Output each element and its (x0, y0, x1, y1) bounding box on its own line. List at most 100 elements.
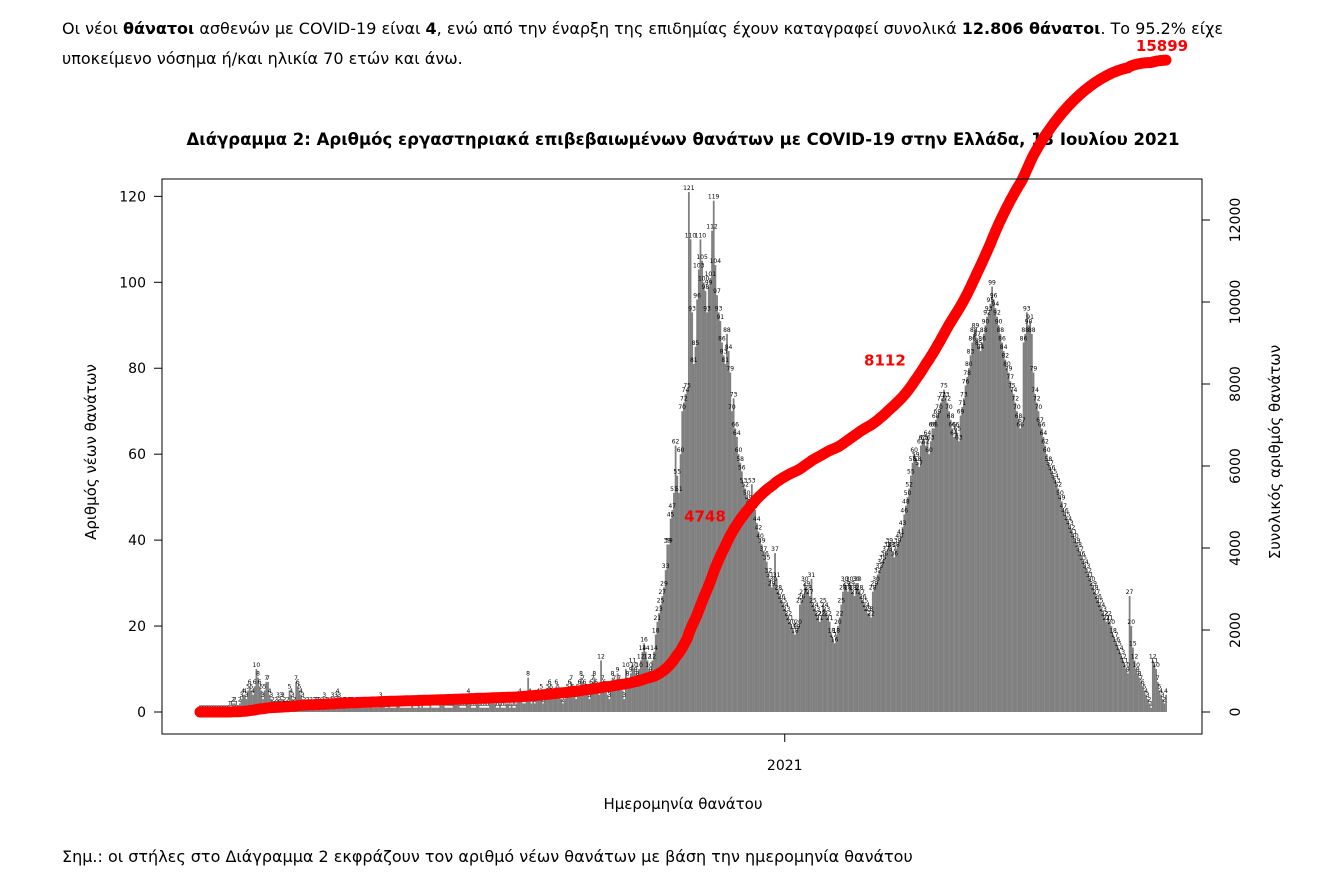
bar (538, 699, 541, 712)
bar (557, 690, 559, 712)
bar-value-label: 27 (799, 589, 807, 596)
bar (469, 703, 472, 712)
bar (747, 501, 750, 712)
bar (828, 621, 831, 712)
bar (719, 320, 722, 712)
bar-value-label: 3 (622, 692, 626, 699)
bar (495, 707, 498, 712)
bar (243, 694, 246, 712)
bar (378, 703, 380, 712)
bar (656, 621, 659, 712)
bar (706, 312, 708, 712)
bar-value-label: 32 (1084, 568, 1092, 575)
bar-value-label: 63 (955, 434, 963, 441)
bar (427, 707, 430, 712)
bar (958, 441, 960, 712)
bar (649, 673, 652, 712)
bar (475, 703, 478, 712)
bar-value-label: 110 (685, 232, 697, 239)
bar-value-label: 3 (322, 692, 326, 699)
bar (1103, 617, 1106, 712)
bar (477, 703, 480, 712)
bar-value-label: 29 (803, 580, 811, 587)
bar-value-label: 35 (763, 555, 771, 562)
bar (550, 690, 553, 712)
bar-value-label: 5 (288, 684, 292, 691)
bar-value-label: 72 (1033, 396, 1041, 403)
bar (765, 561, 768, 712)
bar-value-label: 2 (238, 696, 242, 703)
bar (603, 686, 606, 712)
bar (790, 626, 793, 712)
intro-text-1: Οι νέοι (62, 19, 123, 38)
bar (585, 690, 588, 712)
bar (1088, 578, 1091, 712)
bar (1113, 638, 1116, 712)
bar-value-label: 3 (1161, 692, 1165, 699)
bar (553, 694, 556, 712)
bar (981, 342, 984, 712)
bar-value-label: 83 (720, 348, 728, 355)
bar (634, 673, 637, 712)
bar-value-label: 4 (299, 688, 303, 695)
bar (474, 707, 477, 712)
bar (376, 707, 379, 712)
bar (1002, 351, 1005, 712)
daily-deaths-bars (229, 192, 1167, 713)
y-axis-right-label: Συνολικός αριθμός θανάτων (1266, 345, 1284, 560)
bar (868, 613, 871, 712)
bar-value-label: 6 (1141, 679, 1145, 686)
bar-value-label: 70 (1013, 404, 1021, 411)
bar (1021, 424, 1023, 712)
bar-value-label: 30 (872, 576, 880, 583)
bar-value-label: 26 (798, 593, 806, 600)
bar-value-label: 38 (892, 542, 900, 549)
bar (1148, 703, 1151, 712)
bar-value-label: 31 (1086, 572, 1094, 579)
bar (1128, 595, 1131, 712)
bar-value-label: 3 (587, 692, 591, 699)
bar (576, 690, 579, 712)
bar-value-label: 6 (548, 679, 552, 686)
bar-value-label: 14 (642, 645, 650, 652)
bar (711, 230, 713, 713)
bar-value-label: 25 (1096, 598, 1104, 605)
bar-value-label: 52 (741, 482, 749, 489)
bar (547, 690, 549, 712)
bar-value-label: 58 (909, 456, 917, 463)
bar-value-label: 73 (938, 391, 946, 398)
bar-value-label: 119 (708, 194, 720, 201)
bar-value-label: 51 (675, 486, 683, 493)
bar-value-label: 47 (668, 503, 676, 510)
bar-value-label: 6 (258, 679, 262, 686)
bar (903, 514, 906, 712)
y-left-tick-label: 120 (119, 189, 146, 205)
bar-value-label: 22 (1104, 610, 1112, 617)
bar-value-label: 9 (1126, 666, 1130, 673)
bar (1001, 342, 1003, 712)
bar (424, 707, 427, 712)
bar (1110, 626, 1113, 712)
bar (528, 694, 531, 712)
bar (616, 673, 619, 712)
bar-value-label: 5 (1143, 684, 1147, 691)
bar (888, 544, 891, 712)
bar (629, 673, 632, 712)
bar-value-label: 18 (791, 628, 799, 635)
bar (699, 239, 702, 712)
bar-value-label: 8 (579, 671, 583, 678)
bar (504, 707, 506, 712)
bar (1095, 595, 1098, 712)
bar (1057, 488, 1060, 712)
bar (625, 669, 627, 712)
bar-value-label: 2 (1148, 696, 1152, 703)
bar (502, 707, 505, 712)
bar-value-label: 8 (256, 671, 260, 678)
bar-value-label: 84 (977, 344, 985, 351)
bar-value-label: 40 (895, 533, 903, 540)
bar (676, 475, 679, 712)
bar-value-label: 5 (249, 684, 253, 691)
bar-value-label: 22 (814, 610, 822, 617)
bar (451, 707, 453, 712)
bar (593, 677, 596, 712)
